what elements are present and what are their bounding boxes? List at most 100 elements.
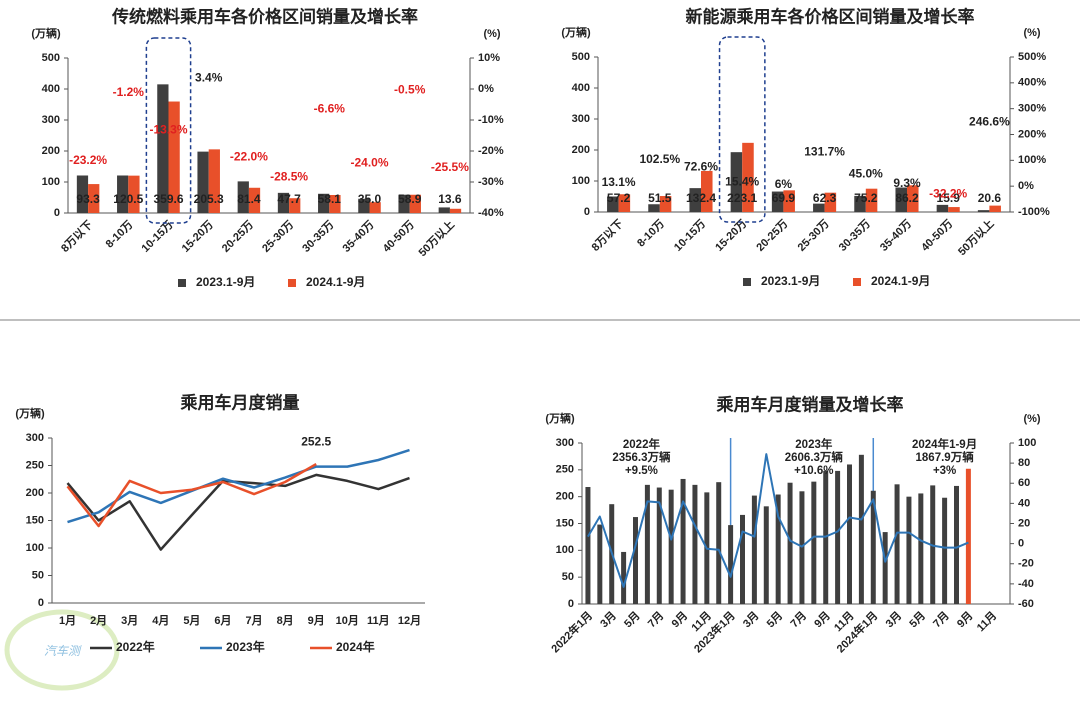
- bar: [409, 194, 421, 213]
- y-tick-label: 0: [54, 207, 60, 219]
- bar: [449, 208, 462, 213]
- bar: [742, 142, 754, 212]
- chart-title: 乘用车月度销量及增长率: [716, 394, 904, 414]
- bar: [977, 210, 990, 212]
- y2-tick-label: 0: [1018, 538, 1024, 550]
- bar: [858, 454, 864, 604]
- x-tick-label: 6月: [214, 614, 231, 627]
- bar: [369, 202, 381, 213]
- y-tick-label: 300: [572, 113, 590, 125]
- bar-value-label: 35.0: [358, 192, 382, 206]
- x-tick-label: 10月: [336, 614, 359, 627]
- annotation: +3%: [933, 465, 956, 477]
- growth-label: -1.2%: [113, 85, 145, 99]
- bar: [835, 470, 841, 604]
- bar: [783, 190, 795, 212]
- bar: [88, 184, 100, 213]
- y-tick-label: 200: [572, 144, 590, 156]
- y2-tick-label: 0%: [478, 83, 494, 95]
- legend-label: 2022年: [116, 639, 155, 654]
- bar: [680, 478, 686, 604]
- bar: [237, 181, 249, 213]
- bar-value-label: 20.6: [978, 191, 1002, 205]
- bar: [936, 204, 949, 212]
- bar: [621, 551, 627, 604]
- growth-label: -0.5%: [394, 83, 426, 97]
- y-tick-label: 400: [572, 82, 590, 94]
- bar: [585, 487, 591, 604]
- x-tick-label: 8月: [277, 614, 294, 627]
- y2-axis-label: (%): [1023, 27, 1040, 39]
- y-tick-label: 150: [26, 514, 44, 526]
- growth-label: 13.1%: [602, 175, 636, 189]
- bar-value-label: 15.9: [937, 191, 961, 205]
- legend-swatch: [743, 278, 751, 286]
- bar-value-label: 120.5: [113, 192, 143, 206]
- growth-label: -6.6%: [314, 102, 346, 116]
- bar: [854, 195, 866, 212]
- legend-swatch: [178, 279, 186, 287]
- bar-value-label: 93.3: [76, 192, 100, 206]
- bar: [811, 481, 817, 604]
- bar: [633, 517, 638, 604]
- y-tick-label: 250: [26, 459, 44, 471]
- y-tick-label: 0: [38, 597, 44, 609]
- y-axis-label: (万辆): [31, 26, 61, 40]
- annotation: 1867.9万辆: [916, 450, 975, 464]
- y-tick-label: 500: [572, 51, 590, 63]
- y-tick-label: 300: [556, 437, 574, 449]
- y-tick-label: 250: [556, 464, 574, 476]
- bar: [128, 175, 140, 213]
- bar: [865, 188, 878, 212]
- bar: [799, 491, 805, 604]
- annotation: 2024年1-9月: [912, 437, 977, 451]
- x-tick-label: 1月: [59, 614, 76, 627]
- bar: [597, 524, 603, 604]
- bar: [787, 482, 793, 604]
- x-tick-label: 2月: [90, 614, 107, 627]
- bar-value-label: 13.6: [438, 192, 462, 206]
- bar-value-label: 86.2: [895, 191, 919, 205]
- bar: [248, 187, 261, 213]
- y-tick-label: 100: [26, 542, 44, 554]
- y-tick-label: 0: [584, 206, 590, 218]
- bar: [607, 196, 619, 212]
- y-axis-label: (万辆): [561, 25, 591, 39]
- watermark: 汽车测: [44, 644, 82, 658]
- y-tick-label: 50: [32, 569, 44, 581]
- growth-label: -28.5%: [270, 170, 308, 184]
- x-tick-label: 5月: [183, 614, 200, 627]
- bar: [728, 525, 734, 604]
- line: [587, 453, 969, 588]
- bar: [847, 464, 852, 604]
- bar: [763, 506, 769, 604]
- annotation: 2356.3万辆: [612, 450, 671, 464]
- y-tick-label: 100: [42, 176, 60, 188]
- x-tick-label: 7月: [245, 614, 262, 627]
- y2-tick-label: -40%: [478, 207, 504, 219]
- y-tick-label: 150: [556, 517, 574, 529]
- bar: [197, 151, 209, 213]
- x-tick-label: 12月: [398, 614, 421, 627]
- bar: [168, 101, 180, 213]
- y2-tick-label: 100%: [1018, 154, 1046, 166]
- bar: [358, 198, 370, 213]
- y-tick-label: 300: [42, 114, 60, 126]
- bar: [870, 490, 876, 604]
- growth-label: 15.4%: [725, 174, 759, 188]
- bar: [289, 198, 301, 213]
- bar: [689, 188, 701, 212]
- growth-label: -24.0%: [350, 156, 388, 170]
- bar: [318, 193, 330, 213]
- bar: [895, 187, 907, 212]
- y2-tick-label: 200%: [1018, 128, 1046, 140]
- y-axis-label: (万辆): [545, 411, 575, 425]
- highlight-box: [145, 37, 192, 224]
- bar: [277, 192, 290, 213]
- y-tick-label: 500: [42, 52, 60, 64]
- y2-tick-label: -100%: [1018, 206, 1050, 218]
- y2-tick-label: 80: [1018, 457, 1030, 469]
- bar-value-label: 69.9: [772, 191, 796, 205]
